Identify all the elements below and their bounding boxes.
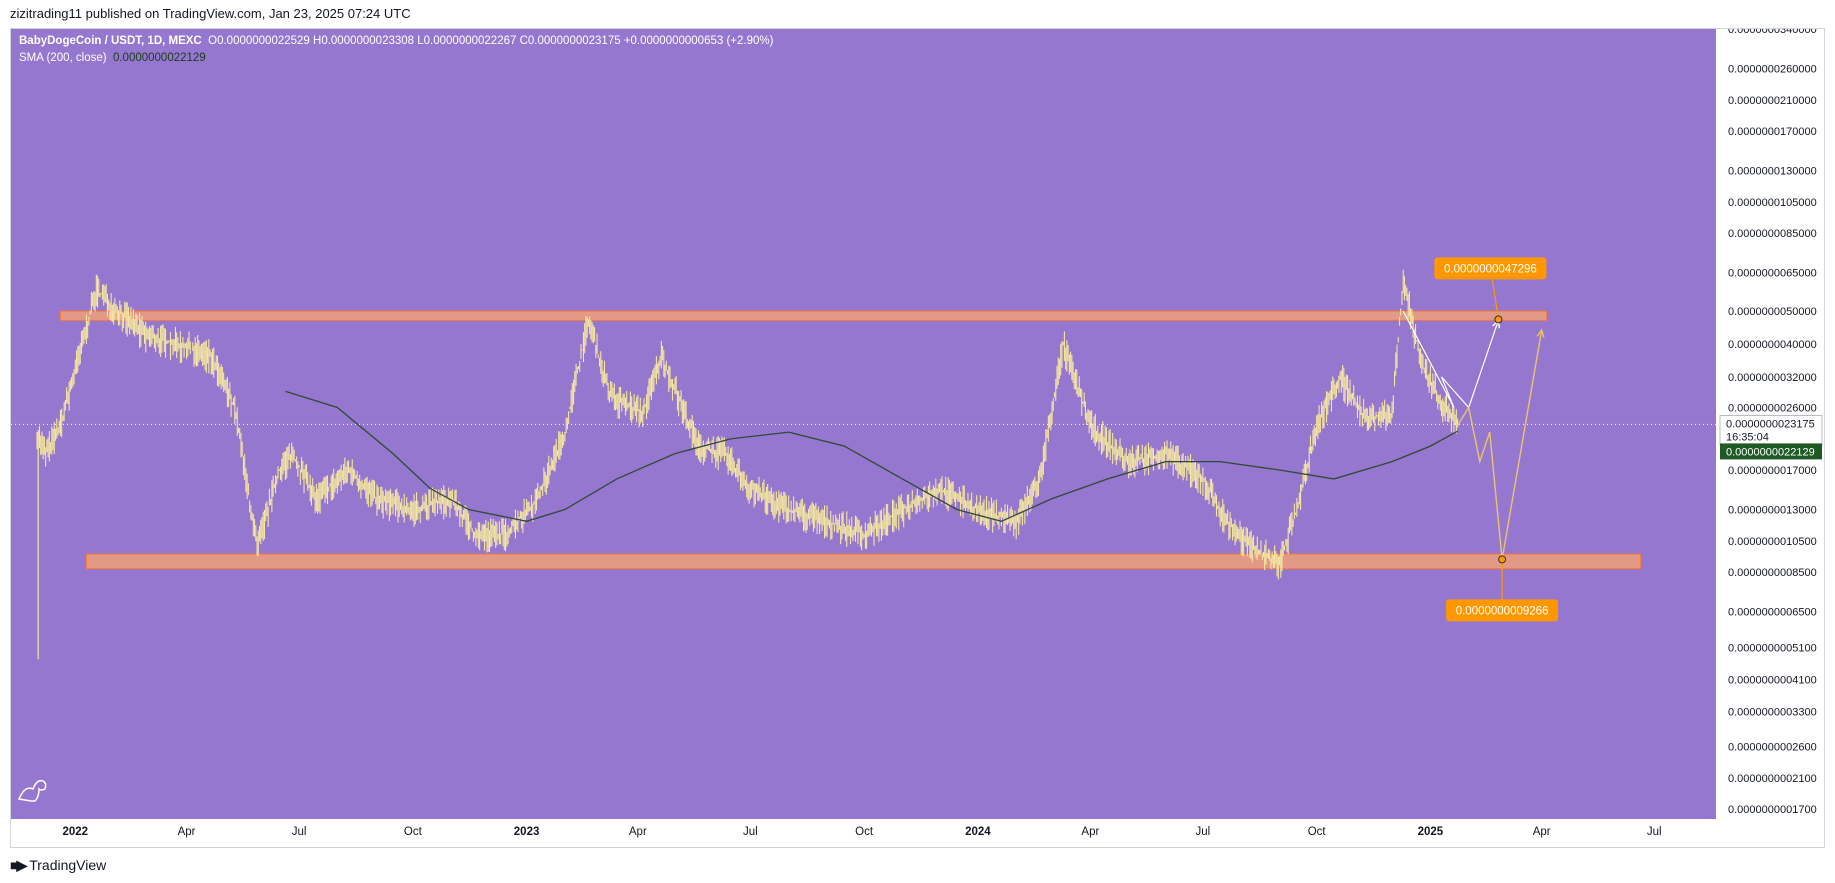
callout-box [1434, 257, 1547, 280]
x-tick-label: Oct [855, 826, 874, 838]
y-tick-label: 0.0000000004100 [1728, 674, 1817, 686]
x-tick-label: 2024 [965, 826, 991, 838]
legend-ohlc: O0.0000000022529 H0.0000000023308 L0.000… [208, 35, 774, 47]
chart-canvas[interactable]: 0.0000000047296 0.0000000009266 0.00000003… [11, 29, 1824, 847]
y-tick-label: 0.0000000001700 [1728, 804, 1817, 816]
y-tick-label: 0.0000000340000 [1728, 29, 1817, 36]
y-tick-label: 0.0000000013000 [1728, 505, 1817, 517]
y-tick-label: 0.0000000050000 [1728, 306, 1817, 318]
chart-area[interactable]: 0.0000000047296 0.0000000009266 0.00000003… [10, 28, 1825, 848]
zone-support [85, 553, 1642, 570]
x-tick-label: Jul [1647, 826, 1662, 838]
x-tick-label: 2025 [1418, 826, 1444, 838]
publisher-line: zizitrading11 published on TradingView.c… [10, 6, 411, 21]
x-tick-label: Apr [629, 826, 647, 838]
callout-leader [1491, 279, 1499, 320]
current-price-box [1719, 415, 1823, 446]
legend-main: BabyDogeCoin / USDT, 1D, MEXC O0.0000000… [19, 35, 773, 47]
callout-label: 0.0000000009266 [1456, 605, 1549, 617]
y-tick-label: 0.0000000002100 [1728, 773, 1817, 785]
y-tick-label: 0.0000000005100 [1728, 642, 1817, 654]
y-tick-label: 0.0000000170000 [1728, 126, 1817, 138]
y-tick-label: 0.0000000026000 [1728, 402, 1817, 414]
y-tick-label: 0.0000000032000 [1728, 372, 1817, 384]
sma-price-label: 0.0000000022129 [1726, 446, 1815, 458]
sma-value: 0.0000000022129 [112, 52, 206, 64]
sma-label[interactable]: SMA (200, close) [19, 52, 107, 64]
y-tick-label: 0.0000000260000 [1728, 63, 1817, 75]
y-tick-label: 0.0000000130000 [1728, 166, 1817, 178]
projection-yellow [1457, 329, 1543, 560]
countdown-label: 16:35:04 [1726, 431, 1769, 443]
x-tick-label: Apr [1081, 826, 1099, 838]
y-tick-label: 0.0000000040000 [1728, 339, 1817, 351]
x-tick-label: Oct [404, 826, 423, 838]
x-tick-label: Oct [1308, 826, 1327, 838]
projection-yellow-arrow [1536, 328, 1545, 338]
y-tick-label: 0.0000000017000 [1728, 465, 1817, 477]
x-tick-label: 2023 [514, 826, 540, 838]
callout-anchor [1498, 555, 1507, 564]
footer-brand[interactable]: TradingView [29, 857, 107, 873]
footer: ■▶ TradingView [10, 852, 106, 878]
dino-watermark-icon [17, 779, 47, 802]
y-tick-label: 0.0000000010500 [1728, 536, 1817, 548]
callout-box [1446, 599, 1559, 622]
current-price-label: 0.0000000023175 [1726, 418, 1815, 430]
y-tick-label: 0.0000000085000 [1728, 228, 1817, 240]
y-tick-label: 0.0000000002600 [1728, 741, 1817, 753]
legend-sma: SMA (200, close) 0.0000000022129 [19, 52, 206, 64]
x-tick-label: 2022 [62, 826, 88, 838]
x-tick-label: Apr [1533, 826, 1551, 838]
y-tick-label: 0.0000000065000 [1728, 268, 1817, 280]
x-tick-label: Apr [178, 826, 196, 838]
y-tick-label: 0.0000000008500 [1728, 567, 1817, 579]
x-tick-label: Jul [743, 826, 758, 838]
callout-anchor [1494, 315, 1503, 324]
sma-200-line [285, 390, 1458, 522]
projection-white [1402, 310, 1499, 409]
y-tick-label: 0.0000000006500 [1728, 607, 1817, 619]
time-axis-background [11, 819, 1716, 847]
sma-price-box [1720, 443, 1822, 460]
x-tick-label: Jul [1196, 826, 1211, 838]
zone-resistance [59, 310, 1548, 321]
y-tick-label: 0.0000000210000 [1728, 95, 1817, 107]
callout-label: 0.0000000047296 [1444, 263, 1537, 275]
tradingview-logo-icon[interactable]: ■▶ [10, 857, 27, 873]
y-tick-label: 0.0000000003300 [1728, 706, 1817, 718]
x-tick-label: Jul [292, 826, 307, 838]
legend-symbol[interactable]: BabyDogeCoin / USDT, 1D, MEXC [19, 35, 202, 47]
y-tick-label: 0.0000000105000 [1728, 197, 1817, 209]
